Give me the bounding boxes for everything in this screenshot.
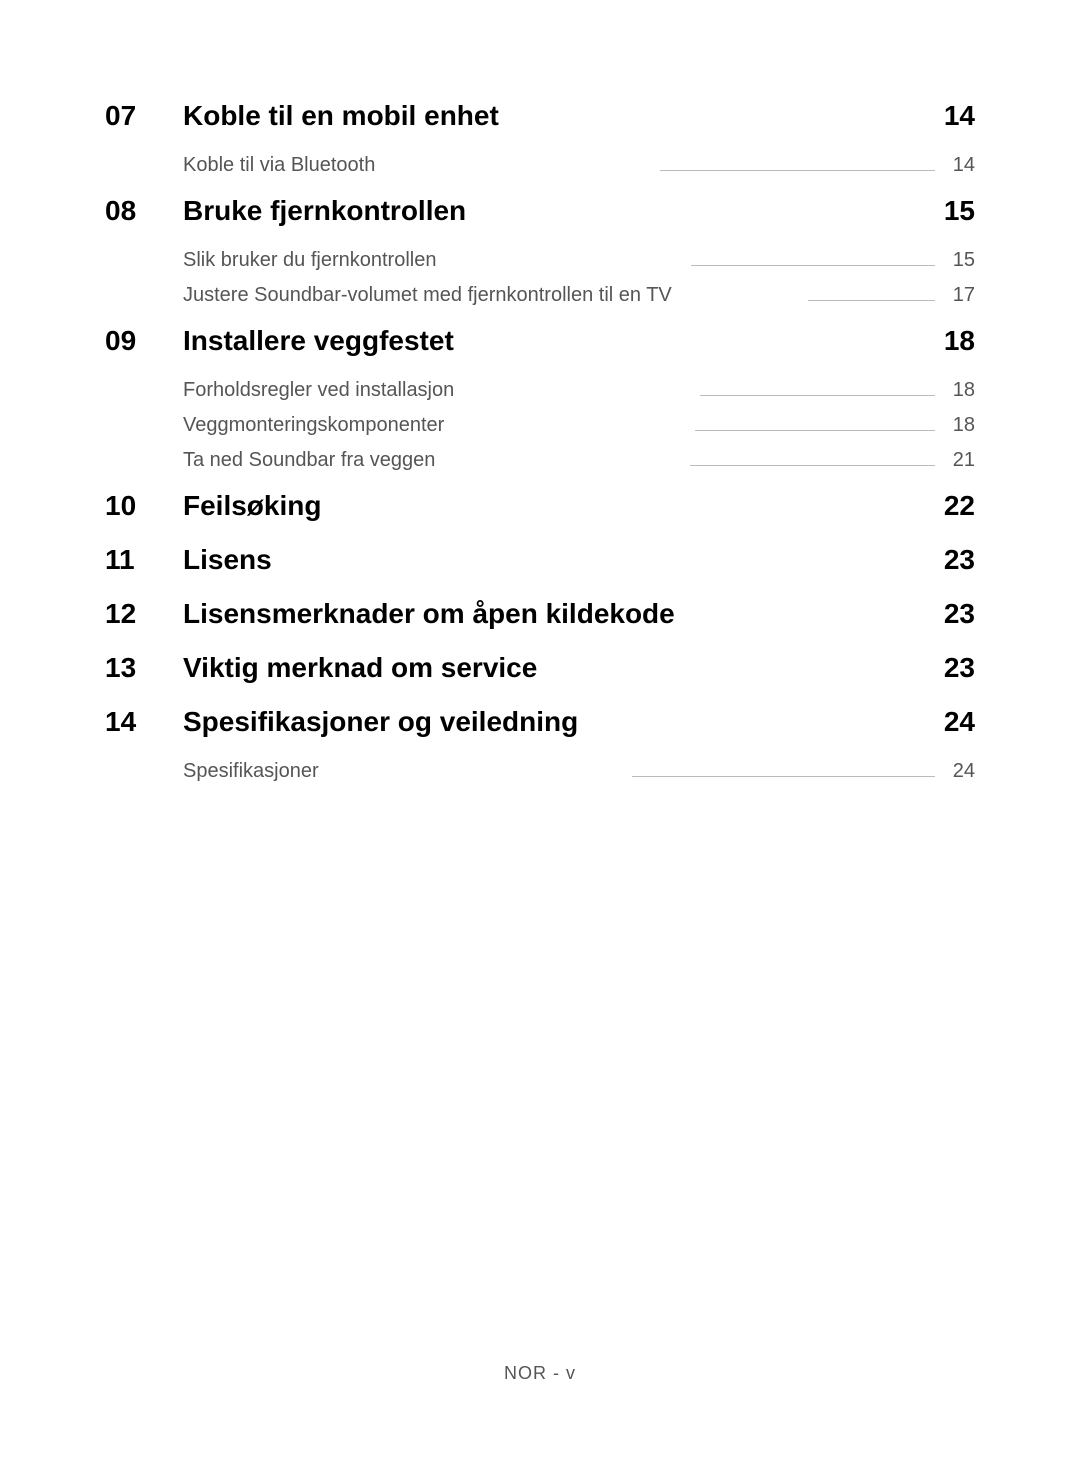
section-page: 15	[944, 195, 975, 227]
subsection-line	[691, 265, 935, 266]
page-footer: NOR - v	[0, 1363, 1080, 1384]
toc-section: 10 Feilsøking 22	[105, 490, 975, 522]
toc-section: 13 Viktig merknad om service 23	[105, 652, 975, 684]
toc-section: 09 Installere veggfestet 18 Forholdsregl…	[105, 325, 975, 472]
toc-subsection: Slik bruker du fjernkontrollen 15	[105, 249, 975, 272]
toc-section-header: 07 Koble til en mobil enhet 14	[105, 100, 975, 132]
subsection-line	[690, 465, 935, 466]
toc-section: 12 Lisensmerknader om åpen kildekode 23	[105, 598, 975, 630]
subsection-title: Ta ned Soundbar fra veggen	[183, 449, 435, 472]
subsection-line	[808, 300, 935, 301]
subsection-list: Slik bruker du fjernkontrollen 15 Juster…	[105, 249, 975, 307]
section-number: 12	[105, 598, 183, 630]
subsection-title: Koble til via Bluetooth	[183, 154, 375, 177]
section-number: 08	[105, 195, 183, 227]
toc-section-header: 12 Lisensmerknader om åpen kildekode 23	[105, 598, 975, 630]
section-number: 11	[105, 544, 183, 576]
section-title: Lisens	[183, 544, 944, 576]
section-page: 24	[944, 706, 975, 738]
subsection-line	[700, 395, 935, 396]
section-page: 18	[944, 325, 975, 357]
toc-subsection: Ta ned Soundbar fra veggen 21	[105, 449, 975, 472]
toc-section-header: 09 Installere veggfestet 18	[105, 325, 975, 357]
section-title: Lisensmerknader om åpen kildekode	[183, 598, 944, 630]
section-number: 09	[105, 325, 183, 357]
section-title: Koble til en mobil enhet	[183, 100, 944, 132]
section-number: 07	[105, 100, 183, 132]
subsection-page: 18	[945, 379, 975, 402]
subsection-list: Spesifikasjoner 24	[105, 760, 975, 783]
toc-subsection: Spesifikasjoner 24	[105, 760, 975, 783]
toc-subsection: Koble til via Bluetooth 14	[105, 154, 975, 177]
section-number: 14	[105, 706, 183, 738]
toc-subsection: Justere Soundbar-volumet med fjernkontro…	[105, 284, 975, 307]
section-title: Viktig merknad om service	[183, 652, 944, 684]
toc-subsection: Veggmonteringskomponenter 18	[105, 414, 975, 437]
subsection-page: 17	[945, 284, 975, 307]
section-title: Installere veggfestet	[183, 325, 944, 357]
section-number: 10	[105, 490, 183, 522]
toc-section-header: 13 Viktig merknad om service 23	[105, 652, 975, 684]
toc-content: 07 Koble til en mobil enhet 14 Koble til…	[0, 0, 1080, 783]
subsection-page: 24	[945, 760, 975, 783]
toc-section: 11 Lisens 23	[105, 544, 975, 576]
section-page: 23	[944, 652, 975, 684]
subsection-line	[660, 170, 935, 171]
subsection-page: 21	[945, 449, 975, 472]
subsection-page: 14	[945, 154, 975, 177]
toc-section-header: 14 Spesifikasjoner og veiledning 24	[105, 706, 975, 738]
section-title: Feilsøking	[183, 490, 944, 522]
toc-subsection: Forholdsregler ved installasjon 18	[105, 379, 975, 402]
subsection-page: 15	[945, 249, 975, 272]
toc-section-header: 08 Bruke fjernkontrollen 15	[105, 195, 975, 227]
toc-section: 07 Koble til en mobil enhet 14 Koble til…	[105, 100, 975, 177]
toc-section-header: 11 Lisens 23	[105, 544, 975, 576]
section-page: 23	[944, 544, 975, 576]
subsection-title: Forholdsregler ved installasjon	[183, 379, 454, 402]
subsection-line	[632, 776, 935, 777]
toc-section-header: 10 Feilsøking 22	[105, 490, 975, 522]
section-page: 23	[944, 598, 975, 630]
section-page: 14	[944, 100, 975, 132]
subsection-title: Veggmonteringskomponenter	[183, 414, 444, 437]
toc-section: 08 Bruke fjernkontrollen 15 Slik bruker …	[105, 195, 975, 307]
section-title: Spesifikasjoner og veiledning	[183, 706, 944, 738]
subsection-title: Spesifikasjoner	[183, 760, 319, 783]
subsection-page: 18	[945, 414, 975, 437]
toc-section: 14 Spesifikasjoner og veiledning 24 Spes…	[105, 706, 975, 783]
section-title: Bruke fjernkontrollen	[183, 195, 944, 227]
subsection-line	[695, 430, 935, 431]
subsection-list: Koble til via Bluetooth 14	[105, 154, 975, 177]
subsection-list: Forholdsregler ved installasjon 18 Veggm…	[105, 379, 975, 472]
section-page: 22	[944, 490, 975, 522]
section-number: 13	[105, 652, 183, 684]
subsection-title: Justere Soundbar-volumet med fjernkontro…	[183, 284, 672, 307]
subsection-title: Slik bruker du fjernkontrollen	[183, 249, 436, 272]
